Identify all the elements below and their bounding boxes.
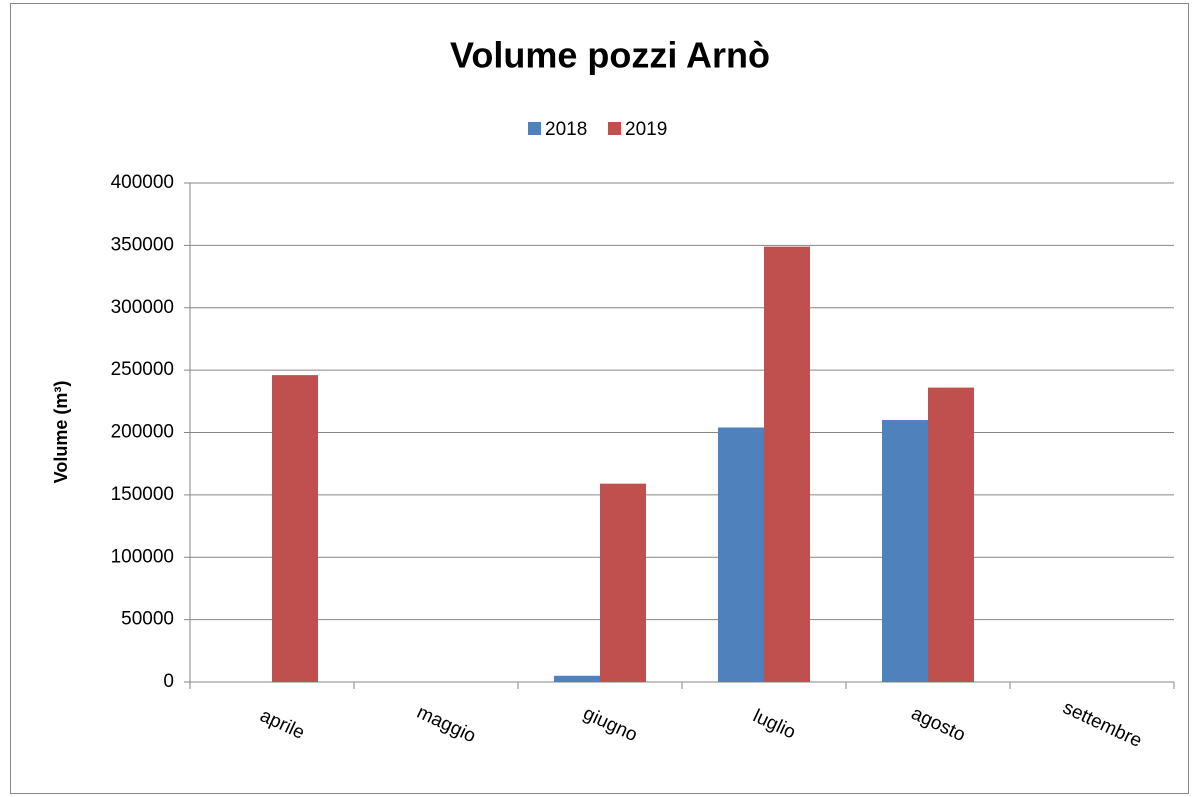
y-tick-label: 50000 (121, 609, 174, 630)
bar (882, 420, 928, 682)
y-tick-label: 400000 (111, 172, 174, 193)
chart-border (10, 3, 1189, 794)
legend-label: 2019 (625, 119, 667, 140)
y-tick-label: 150000 (111, 484, 174, 505)
bar (554, 675, 600, 682)
bar (272, 375, 318, 682)
bar (718, 427, 764, 682)
y-tick-label: 300000 (111, 297, 174, 318)
y-tick-label: 200000 (111, 422, 174, 443)
y-tick-label: 100000 (111, 546, 174, 567)
bar (928, 387, 974, 682)
y-tick-label: 250000 (111, 359, 174, 380)
y-axis-title: Volume (m³) (51, 381, 71, 484)
y-tick-label: 350000 (111, 234, 174, 255)
y-tick-label: 0 (163, 671, 174, 692)
legend-swatch (608, 122, 621, 135)
legend-swatch (528, 122, 541, 135)
chart-title: Volume pozzi Arnò (450, 35, 770, 76)
legend-label: 2018 (545, 119, 587, 140)
bar (764, 246, 810, 682)
bar (600, 483, 646, 682)
